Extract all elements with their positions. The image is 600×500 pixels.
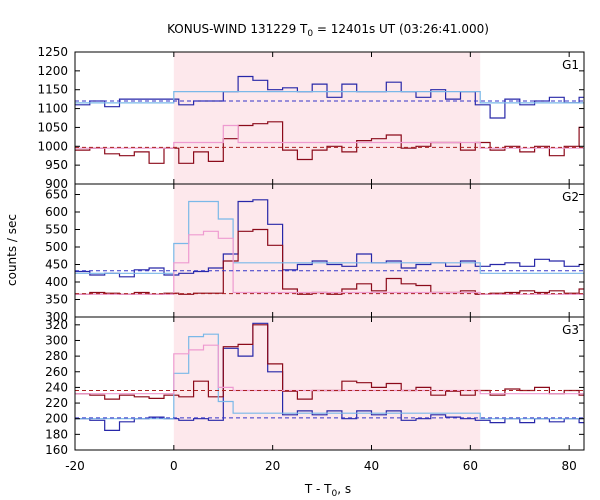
panel-g1-y-tick-label: 1150 bbox=[37, 83, 68, 97]
x-tick-label: 60 bbox=[463, 459, 478, 473]
panel-g3-y-tick-label: 160 bbox=[45, 443, 68, 457]
chart-title: KONUS-WIND 131229 T0 = 12401s UT (03:26:… bbox=[167, 22, 489, 39]
panel-g2-y-tick-label: 500 bbox=[45, 240, 68, 254]
panel-g1-label: G1 bbox=[562, 58, 579, 72]
chart-title-rest: = 12401s UT (03:26:41.000) bbox=[313, 22, 489, 36]
panel-g1-series-red-histogram bbox=[75, 121, 584, 164]
panel-g1-y-tick-label: 1100 bbox=[37, 102, 68, 116]
panel-g3-y-tick-label: 300 bbox=[45, 333, 68, 347]
panel-g3-label: G3 bbox=[562, 323, 579, 337]
panel-g2-y-tick-label: 650 bbox=[45, 188, 68, 202]
x-tick-label: -20 bbox=[65, 459, 85, 473]
x-axis-title: T - T0, s bbox=[304, 482, 351, 499]
panel-g1-series-light-blue-model bbox=[75, 90, 584, 104]
panel-g3-frame bbox=[74, 316, 585, 451]
panel-g3-highlight-region bbox=[173, 317, 481, 450]
x-tick-label: 0 bbox=[170, 459, 178, 473]
panel-g3-series-blue-histogram bbox=[75, 322, 584, 431]
chart-title-subscript: 0 bbox=[307, 29, 313, 39]
panel-g2-series-group bbox=[75, 199, 584, 295]
panel-g1: 900 950 1000 1050 1100 1150 1200 1250 G1 bbox=[37, 45, 585, 191]
panel-g2-y-tick-label: 600 bbox=[45, 205, 68, 219]
panel-g2-y-tick-label: 400 bbox=[45, 275, 68, 289]
panel-g3-y-tick-label: 260 bbox=[45, 365, 68, 379]
panel-g3-y-tick-label: 180 bbox=[45, 427, 68, 441]
panel-g2-series-light-blue-model bbox=[75, 200, 584, 274]
panel-g2-series-pink-model bbox=[75, 230, 584, 295]
panel-g3-y-tick-label: 200 bbox=[45, 412, 68, 426]
panel-g3-y-tick-label: 220 bbox=[45, 396, 68, 410]
panel-g1-y-tick-label: 1200 bbox=[37, 64, 68, 78]
panel-g2-y-tick-label: 300 bbox=[45, 310, 68, 324]
panel-g1-series-pink-model bbox=[75, 124, 584, 149]
panel-g2-label: G2 bbox=[562, 190, 579, 204]
panel-g1-highlight-region bbox=[173, 52, 481, 184]
x-axis-title-rest: , s bbox=[337, 482, 351, 496]
panel-g2-highlight-region bbox=[173, 184, 481, 317]
panel-g2-y-tick-label: 350 bbox=[45, 293, 68, 307]
panels-layer: 900 950 1000 1050 1100 1150 1200 1250 G1 300 350 40… bbox=[37, 45, 585, 473]
x-tick-label: 20 bbox=[265, 459, 280, 473]
panel-g2-series-red-histogram bbox=[75, 228, 584, 295]
x-axis-title-main: T - T bbox=[304, 482, 332, 496]
panel-g2-y-tick-label: 450 bbox=[45, 258, 68, 272]
panel-g2-y-tick-label: 550 bbox=[45, 223, 68, 237]
panel-g3-y-tick-label: 240 bbox=[45, 380, 68, 394]
x-tick-label: 40 bbox=[364, 459, 379, 473]
panel-g1-y-tick-label: 1250 bbox=[37, 45, 68, 59]
panel-g1-y-tick-label: 1050 bbox=[37, 120, 68, 134]
chart-title-main: KONUS-WIND 131229 T bbox=[167, 22, 308, 36]
panel-g1-y-tick-label: 950 bbox=[45, 158, 68, 172]
panel-g1-y-tick-label: 1000 bbox=[37, 139, 68, 153]
panel-g2-series-blue-histogram bbox=[75, 199, 584, 278]
panel-g2: 300 350 400 450 500 550 600 650 G2 bbox=[45, 183, 585, 324]
panel-g3-series-light-blue-model bbox=[75, 333, 584, 420]
x-tick-label: 80 bbox=[562, 459, 577, 473]
y-axis-title: counts / sec bbox=[5, 214, 19, 286]
panel-g3-series-group bbox=[75, 322, 584, 431]
x-axis-title-subscript: 0 bbox=[332, 489, 338, 499]
panel-g1-y-tick-label: 900 bbox=[45, 177, 68, 191]
panel-g3-y-tick-label: 320 bbox=[45, 318, 68, 332]
panel-g3-y-tick-label: 280 bbox=[45, 349, 68, 363]
panel-g1-series-group bbox=[75, 75, 584, 164]
